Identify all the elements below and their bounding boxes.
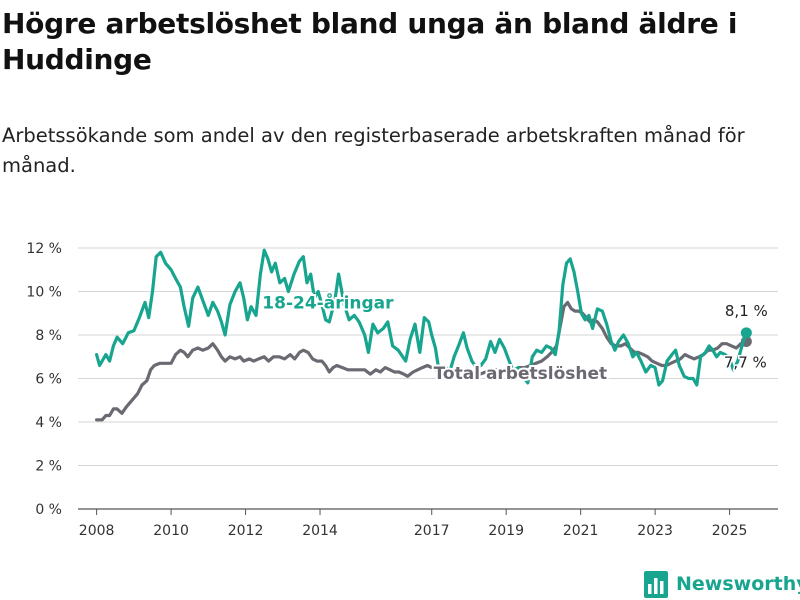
y-tick-label: 10 % <box>26 285 62 301</box>
series-label-total: Total arbetslöshet <box>434 364 608 384</box>
x-tick-label: 2014 <box>302 523 338 539</box>
end-value-label-youth: 8,1 % <box>725 302 768 320</box>
chart-title: Högre arbetslöshet bland unga än bland ä… <box>2 7 738 76</box>
series-line-youth <box>95 248 748 387</box>
brand-name: Newsworthy <box>676 573 800 595</box>
newsworthy-logo: Newsworthy <box>644 569 800 599</box>
x-tick-label: 2010 <box>153 523 189 539</box>
y-tick-label: 8 % <box>35 328 62 344</box>
y-axis-ticks: 0 % 2 % 4 % 6 % 8 % 10 % 12 % <box>26 241 62 518</box>
x-tick-label: 2019 <box>488 523 524 539</box>
series-endpoint-youth <box>740 327 752 339</box>
series-label-youth: 18-24-åringar <box>262 291 394 313</box>
series-lines <box>95 248 752 422</box>
bar-chart-logo-icon <box>644 570 668 598</box>
x-tick-label: 2025 <box>712 523 748 539</box>
series-line-total <box>95 300 748 422</box>
end-value-label-total: 7,7 % <box>724 354 767 372</box>
x-tick-label: 2023 <box>637 523 673 539</box>
y-tick-label: 6 % <box>35 372 62 388</box>
y-tick-label: 0 % <box>35 502 62 518</box>
chart-subtitle: Arbetssökande som andel av den registerb… <box>2 124 745 177</box>
y-tick-label: 4 % <box>35 415 62 431</box>
x-axis-ticks: 2008 2010 2012 2014 2017 2019 2021 2023 2025 <box>79 509 748 539</box>
gridlines <box>78 247 778 510</box>
x-tick-label: 2008 <box>79 523 115 539</box>
y-tick-label: 2 % <box>35 459 62 475</box>
line-chart: 0 % 2 % 4 % 6 % 8 % 10 % 12 % 2008 2010 2012 2014… <box>26 241 778 539</box>
y-tick-label: 12 % <box>26 241 62 257</box>
x-tick-label: 2017 <box>414 523 450 539</box>
x-tick-label: 2021 <box>563 523 599 539</box>
series-labels: 18-24-åringar Total arbetslöshet 8,1 % 7,7 … <box>260 289 769 386</box>
x-tick-label: 2012 <box>228 523 264 539</box>
